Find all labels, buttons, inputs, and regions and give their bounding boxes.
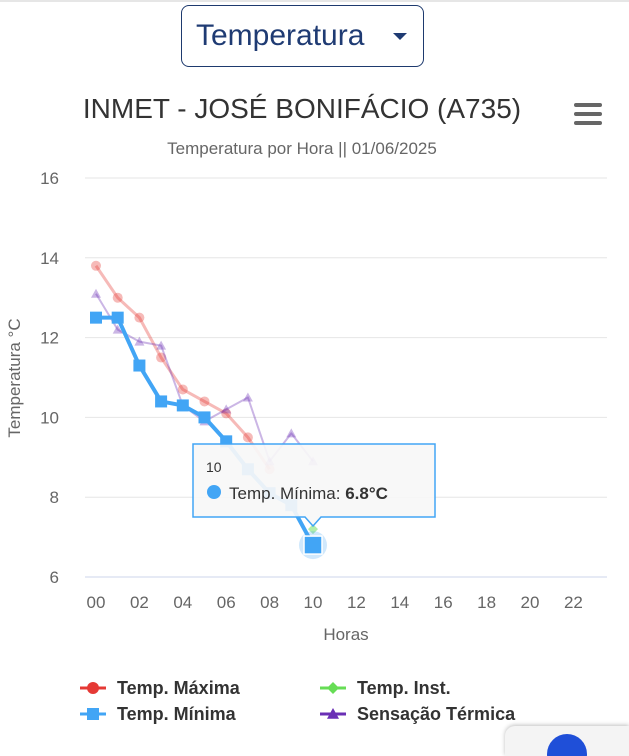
data-point [242,392,253,402]
data-point [308,456,318,466]
tooltip-header: 10 [206,459,222,475]
data-point [308,524,318,535]
tooltip-value: 6.8°C [345,484,388,503]
x-tick-label: 02 [130,593,149,612]
data-point [198,411,211,424]
legend-item[interactable]: Temp. Inst. [320,678,451,698]
data-point [111,311,124,324]
x-tick-label: 18 [477,593,496,612]
data-point [112,324,123,334]
legend-item[interactable]: Sensação Térmica [320,704,516,724]
series-temp-minima [90,311,319,552]
data-point [91,260,101,271]
recaptcha-badge[interactable] [505,726,629,756]
hover-halo [299,531,327,560]
legend-symbol [87,682,99,694]
variable-select[interactable]: Temperatura [181,5,424,67]
data-point [242,432,253,443]
legend-label: Sensação Térmica [357,704,516,724]
x-tick-label: 06 [217,593,236,612]
legend-label: Temp. Máxima [117,678,241,698]
x-tick-label: 12 [347,593,366,612]
series-line [94,264,271,471]
x-tick-label: 22 [564,593,583,612]
y-tick-label: 10 [40,408,59,427]
series-temp-maxima [91,260,275,475]
legend-label: Temp. Mínima [117,704,237,724]
y-tick-label: 12 [40,329,59,348]
y-axis-label: Temperatura °C [5,318,24,437]
x-axis-label: Horas [323,625,368,644]
tooltip-marker [207,485,221,499]
data-point [221,408,232,419]
data-point [134,312,145,323]
hamburger-line-icon [574,103,602,107]
y-tick-label: 16 [40,169,59,188]
x-tick-label: 20 [521,593,540,612]
data-point [177,400,188,410]
data-point [199,396,210,407]
data-point [285,499,298,512]
legend-item[interactable]: Temp. Mínima [80,704,237,724]
series-line [95,293,314,463]
x-tick-label: 04 [173,593,192,612]
x-tick-label: 14 [390,593,409,612]
legend-label: Temp. Inst. [357,678,451,698]
tooltip-box [192,443,436,528]
data-point [264,464,275,475]
y-tick-label: 6 [50,568,59,587]
data-point [199,416,210,426]
y-tick-label: 8 [50,488,59,507]
data-point [156,340,167,350]
legend-symbol [327,708,339,719]
data-point [112,292,123,303]
legend-symbol [327,682,339,694]
legend-item[interactable]: Temp. Máxima [80,678,241,698]
tooltip-text: Temp. Mínima: 6.8°C [229,484,388,503]
hovered-point [303,535,323,555]
data-point [177,384,188,395]
data-point [134,336,145,346]
legend-symbol [87,708,99,720]
data-point [221,404,232,414]
x-tick-label: 00 [87,593,106,612]
y-tick-label: 14 [40,249,59,268]
chart-title: INMET - JOSÉ BONIFÁCIO (A735) [83,93,521,124]
recaptcha-logo-icon [547,734,587,756]
chevron-down-icon [393,33,407,40]
data-point [286,428,297,438]
data-point [156,352,167,363]
chart-menu-button[interactable] [571,101,605,129]
hamburger-line-icon [574,121,602,125]
variable-select-value: Temperatura [196,19,365,52]
data-point [90,311,102,324]
series-temp-inst [308,524,318,535]
x-tick-label: 08 [260,593,279,612]
hamburger-line-icon [574,112,602,116]
data-point [91,288,101,298]
series-sensacao-termica [91,288,318,466]
data-point [263,487,276,500]
data-point [241,463,254,476]
top-divider [0,0,629,2]
data-point [155,395,168,408]
tooltip-series-label: Temp. Mínima: [229,484,345,503]
x-tick-label: 16 [434,593,453,612]
data-point [176,399,189,412]
chart-subtitle: Temperatura por Hora || 01/06/2025 [167,139,437,158]
data-point [307,539,319,552]
data-point [220,435,233,448]
data-point [133,359,146,372]
x-tick-label: 10 [304,593,323,612]
data-point [264,456,275,466]
series-line [96,315,315,547]
